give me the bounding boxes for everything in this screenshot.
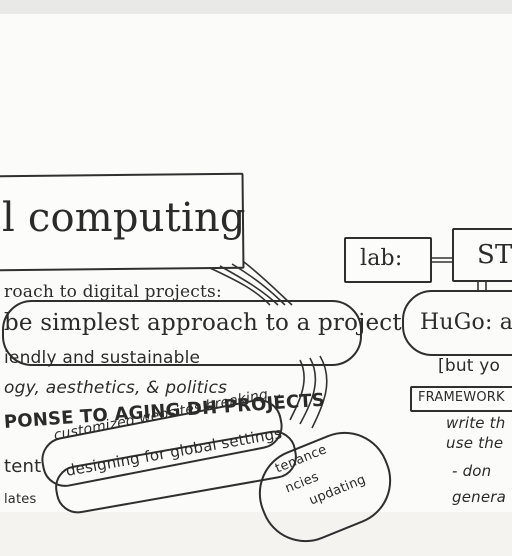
st-label: ST xyxy=(477,240,512,270)
scan-top-edge xyxy=(0,0,512,14)
note-aesthetics: ogy, aesthetics, & politics xyxy=(4,378,228,398)
note-simplest: be simplest approach to a project xyxy=(4,310,402,336)
note-generate: genera xyxy=(452,488,507,506)
note-use: use the xyxy=(446,434,504,452)
st-box xyxy=(452,228,512,282)
note-dont: - don xyxy=(452,462,492,480)
note-write: write th xyxy=(446,414,506,432)
bubble-simplest xyxy=(2,300,362,366)
note-but: [but yo xyxy=(438,356,501,376)
note-content: tent xyxy=(4,456,42,477)
page-title: l computing xyxy=(2,195,246,241)
lab-label: lab: xyxy=(360,246,403,271)
note-dates: lates xyxy=(4,492,37,507)
note-hugo: HuGo: a xyxy=(420,310,512,335)
note-approach: roach to digital projects: xyxy=(4,282,222,302)
note-framework: FRAMEWORK xyxy=(418,390,505,405)
framework-box xyxy=(410,386,512,412)
bubble-hugo xyxy=(402,290,512,356)
lab-box xyxy=(344,237,432,283)
note-friendly: iendly and sustainable xyxy=(4,348,201,368)
